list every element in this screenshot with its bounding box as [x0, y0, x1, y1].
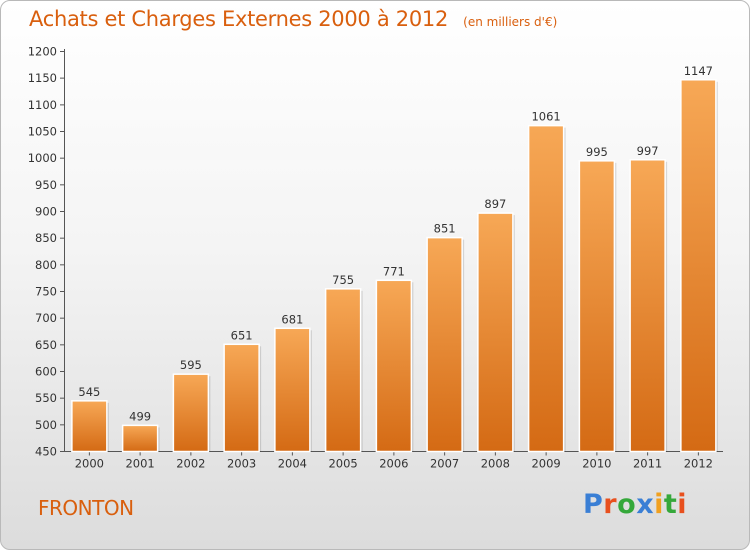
data-label-2000: 545 — [78, 385, 100, 399]
proxiti-logo: Proxiti — [583, 489, 687, 520]
x-tick-label: 2008 — [481, 457, 510, 471]
x-tick-label: 2009 — [531, 457, 560, 471]
y-tick-label: 900 — [35, 205, 57, 219]
y-tick-label: 650 — [35, 338, 57, 352]
y-tick-label: 850 — [35, 231, 57, 245]
data-label-2004: 681 — [281, 312, 303, 326]
data-label-2006: 771 — [383, 264, 405, 278]
x-tick-label: 2002 — [176, 457, 205, 471]
bar-2001 — [121, 424, 159, 453]
logo-letter: r — [603, 489, 618, 520]
bar-2002 — [172, 373, 210, 453]
location-name: FRONTON — [38, 496, 134, 520]
bar-2000 — [71, 400, 108, 453]
logo-letter: x — [636, 489, 655, 520]
x-tick-label: 2003 — [227, 457, 256, 471]
chart-unit: (en milliers d'€) — [463, 15, 558, 29]
y-tick-label: 600 — [35, 365, 57, 379]
x-tick-label: 2001 — [125, 457, 154, 471]
y-tick-label: 950 — [35, 178, 57, 192]
y-tick-label: 1100 — [28, 98, 57, 112]
data-label-2003: 651 — [231, 328, 253, 342]
data-label-2011: 997 — [637, 144, 659, 158]
y-tick-label: 1150 — [28, 71, 57, 85]
bars — [71, 79, 718, 453]
bar-2006 — [375, 279, 413, 453]
y-tick-label: 1050 — [28, 125, 57, 139]
data-label-2007: 851 — [434, 222, 456, 236]
x-tick-label: 2012 — [684, 457, 713, 471]
x-tick-label: 2007 — [430, 457, 459, 471]
x-tick-label: 2010 — [582, 457, 611, 471]
data-label-2009: 1061 — [531, 110, 560, 124]
data-label-2001: 499 — [129, 409, 151, 423]
data-label-2005: 755 — [332, 273, 354, 287]
bar-2011 — [629, 159, 666, 453]
x-tick-label: 2006 — [379, 457, 408, 471]
bar-2007 — [426, 236, 463, 453]
bar-2010 — [578, 160, 616, 453]
logo-letter: i — [654, 489, 664, 520]
chart-title: Achats et Charges Externes 2000 à 2012 — [29, 7, 449, 31]
title-row: Achats et Charges Externes 2000 à 2012 (… — [29, 7, 557, 31]
bar-2004 — [274, 327, 311, 453]
data-labels: 545 499 595 651 681 755 771 851 897 1061 995 997 114… — [78, 64, 713, 424]
data-label-2008: 897 — [484, 197, 506, 211]
x-tick-label: 2005 — [328, 457, 357, 471]
bar-2009 — [527, 124, 565, 453]
axis-ticks: 450 500 550 600 650 700 750 800 850 900 950 1000 105… — [28, 45, 713, 471]
data-label-2012: 1147 — [684, 64, 713, 78]
data-label-2010: 995 — [586, 145, 608, 159]
y-tick-label: 550 — [35, 391, 57, 405]
x-tick-label: 2011 — [633, 457, 662, 471]
data-label-2002: 595 — [180, 358, 202, 372]
bar-2012 — [680, 79, 717, 453]
logo-letter: i — [677, 489, 688, 520]
y-tick-label: 700 — [35, 311, 57, 325]
x-tick-label: 2004 — [278, 457, 307, 471]
logo-letter: o — [617, 489, 637, 520]
logo-letter: t — [663, 489, 678, 520]
y-tick-label: 1000 — [28, 151, 57, 165]
bar-2003 — [223, 343, 260, 453]
bar-2005 — [324, 288, 362, 453]
bar-2008 — [477, 212, 514, 453]
x-tick-label: 2000 — [75, 457, 104, 471]
logo-letter: P — [583, 489, 604, 520]
y-tick-label: 1200 — [28, 45, 57, 59]
y-tick-label: 450 — [35, 445, 57, 459]
y-tick-label: 750 — [35, 285, 57, 299]
y-tick-label: 800 — [35, 258, 57, 272]
y-tick-label: 500 — [35, 418, 57, 432]
